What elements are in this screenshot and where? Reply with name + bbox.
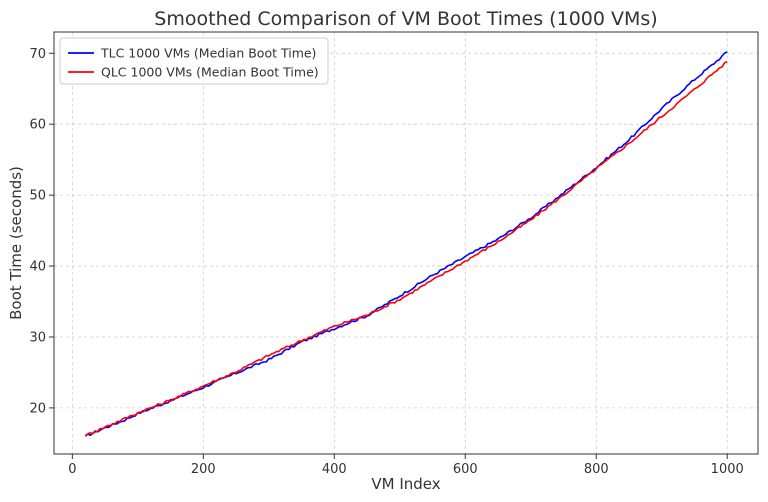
x-tick-label: 1000 <box>711 462 744 477</box>
legend: TLC 1000 VMs (Median Boot Time) QLC 1000 … <box>59 37 329 85</box>
series-line-qlc <box>84 61 728 438</box>
x-tick-label: 600 <box>453 462 478 477</box>
legend-label: QLC 1000 VMs (Median Boot Time) <box>101 65 319 80</box>
x-axis-label: VM Index <box>371 475 440 493</box>
y-axis-label: Boot Time (seconds) <box>7 166 25 320</box>
plot-frame <box>53 31 759 455</box>
y-tick-label: 40 <box>29 260 46 275</box>
grid-lines <box>54 32 758 454</box>
y-tick-label: 20 <box>29 401 46 416</box>
legend-label: TLC 1000 VMs (Median Boot Time) <box>100 46 316 61</box>
series-layer <box>84 51 728 438</box>
y-tick-label: 60 <box>29 118 46 133</box>
y-tick-label: 30 <box>29 330 46 345</box>
y-tick-label: 70 <box>29 47 46 62</box>
chart-title: Smoothed Comparison of VM Boot Times (10… <box>154 8 657 30</box>
legend-box <box>59 37 329 85</box>
x-tick-label: 0 <box>68 462 76 477</box>
x-tick-label: 800 <box>584 462 609 477</box>
x-axis-ticks: 0 200 400 600 800 1000 <box>68 454 744 477</box>
y-tick-label: 50 <box>29 189 46 204</box>
x-tick-label: 200 <box>191 462 216 477</box>
y-axis-ticks: 20 30 40 50 60 70 <box>29 47 54 416</box>
x-tick-label: 400 <box>322 462 347 477</box>
